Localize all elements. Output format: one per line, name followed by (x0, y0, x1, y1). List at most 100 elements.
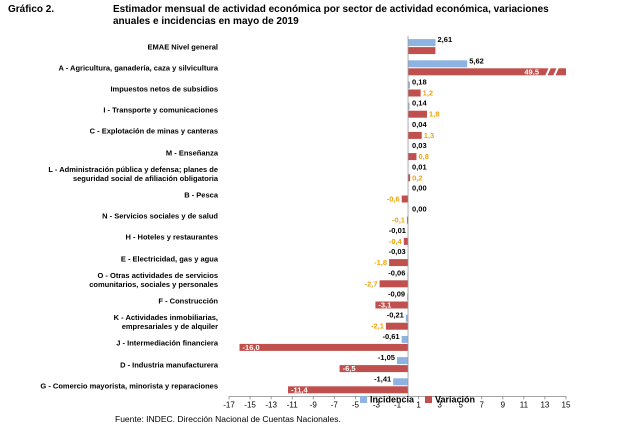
bar (405, 314, 409, 322)
legend-swatch (425, 396, 432, 403)
data-label: 0,18 (412, 77, 427, 86)
x-tick-label: -9 (310, 401, 318, 410)
data-label: 0,2 (412, 173, 422, 182)
legend-label: Incidencia (370, 394, 415, 404)
category-label: A - Agricultura, ganadería, caza y silvi… (58, 63, 219, 73)
bar (287, 386, 409, 394)
legend-label: Variación (435, 394, 475, 404)
data-label: -0,6 (387, 194, 400, 203)
data-label: 2,61 (438, 35, 453, 44)
data-label: -0,09 (388, 289, 405, 298)
bar (408, 110, 427, 118)
data-label: -0,21 (387, 311, 404, 320)
category-label: D - Industria manufacturera (120, 360, 218, 370)
x-tick-label: -13 (265, 401, 277, 410)
x-tick-label: -5 (352, 401, 360, 410)
x-tick-label: 5 (458, 401, 463, 410)
data-label: -0,03 (389, 247, 406, 256)
data-label: -6,5 (343, 364, 356, 373)
category-label: N - Servicios sociales y de salud (102, 211, 218, 221)
data-label: 0,00 (412, 183, 427, 192)
data-label: 0,8 (418, 152, 428, 161)
x-tick-label: -1 (394, 401, 402, 410)
category-label: H - Hoteles y restaurantes (125, 232, 218, 242)
bar (406, 216, 409, 224)
data-label: 0,03 (412, 141, 427, 150)
bar (408, 60, 468, 68)
axis-break (553, 66, 559, 77)
data-label: -3,1 (378, 300, 391, 309)
category-label: G - Comercio mayorista, minorista y repa… (40, 381, 218, 391)
x-tick-label: -3 (373, 401, 381, 410)
category-label: I - Transporte y comunicaciones (103, 105, 218, 115)
bar (408, 39, 436, 47)
data-label: 0,14 (412, 99, 427, 108)
bar (408, 68, 566, 76)
bar (408, 81, 410, 89)
chart-title: Estimador mensual de actividad económica… (113, 4, 549, 27)
data-label: -11,4 (291, 385, 309, 394)
x-tick-label: -11 (287, 401, 299, 410)
figure-label: Gráfico 2. (8, 4, 55, 15)
bar (408, 153, 417, 161)
data-label: -2,7 (365, 279, 378, 288)
data-label: 0,04 (412, 120, 427, 129)
data-label: -1,41 (374, 374, 391, 383)
x-tick-label: -7 (331, 401, 339, 410)
data-label: -16,0 (243, 343, 260, 352)
bar (407, 293, 409, 301)
data-label: -0,4 (389, 237, 403, 246)
data-label: 5,62 (469, 56, 484, 65)
bar (403, 237, 409, 245)
bar (339, 365, 409, 373)
bar (408, 47, 436, 55)
data-label: 1,8 (429, 110, 439, 119)
data-label: -0,06 (388, 268, 405, 277)
x-tick-label: 3 (437, 401, 442, 410)
data-label: -0,1 (392, 216, 405, 225)
category-label: K - Actividades inmobiliarias, empresari… (113, 313, 218, 332)
x-tick-label: 7 (480, 401, 485, 410)
bar (408, 174, 411, 182)
data-label: -0,61 (382, 332, 399, 341)
bar (408, 102, 410, 110)
bar (396, 357, 409, 365)
data-label: 1,3 (424, 131, 434, 140)
data-label: -0,01 (389, 226, 406, 235)
bar (393, 378, 409, 386)
category-label: F - Construcción (158, 296, 218, 306)
data-label: -1,05 (378, 353, 395, 362)
category-label: E - Electricidad, gas y agua (120, 254, 218, 264)
category-label: M - Enseñanza (165, 148, 218, 158)
data-label: 0,01 (412, 162, 427, 171)
x-tick-label: 13 (540, 401, 549, 410)
category-label: EMAE Nivel general (147, 42, 218, 52)
bar (389, 259, 409, 267)
category-label: Impuestos netos de subsidios (110, 84, 218, 94)
category-label: C - Explotación de minas y canteras (89, 126, 218, 136)
data-label: -1,8 (374, 258, 387, 267)
data-label: 1,2 (423, 88, 433, 97)
x-tick-label: 9 (501, 401, 506, 410)
bar (408, 89, 421, 97)
x-tick-label: 15 (562, 401, 571, 410)
bar (401, 335, 409, 343)
x-tick-label: -15 (244, 401, 256, 410)
bar (375, 301, 409, 309)
category-label: B - Pesca (184, 190, 218, 200)
bar (408, 131, 422, 139)
category-label: O - Otras actividades de servicios comun… (89, 270, 218, 289)
category-label: J - Intermediación financiera (116, 338, 218, 348)
source: Fuente: INDEC. Dirección Nacional de Cue… (115, 414, 341, 424)
axis-break (545, 66, 551, 77)
data-label: 0,00 (412, 205, 427, 214)
x-tick-label: -17 (223, 401, 235, 410)
x-tick-label: 11 (520, 401, 529, 410)
bar (379, 280, 409, 288)
data-label: -2,1 (371, 322, 384, 331)
legend-swatch (360, 396, 367, 403)
bar (385, 322, 409, 330)
x-tick-label: 1 (416, 401, 421, 410)
